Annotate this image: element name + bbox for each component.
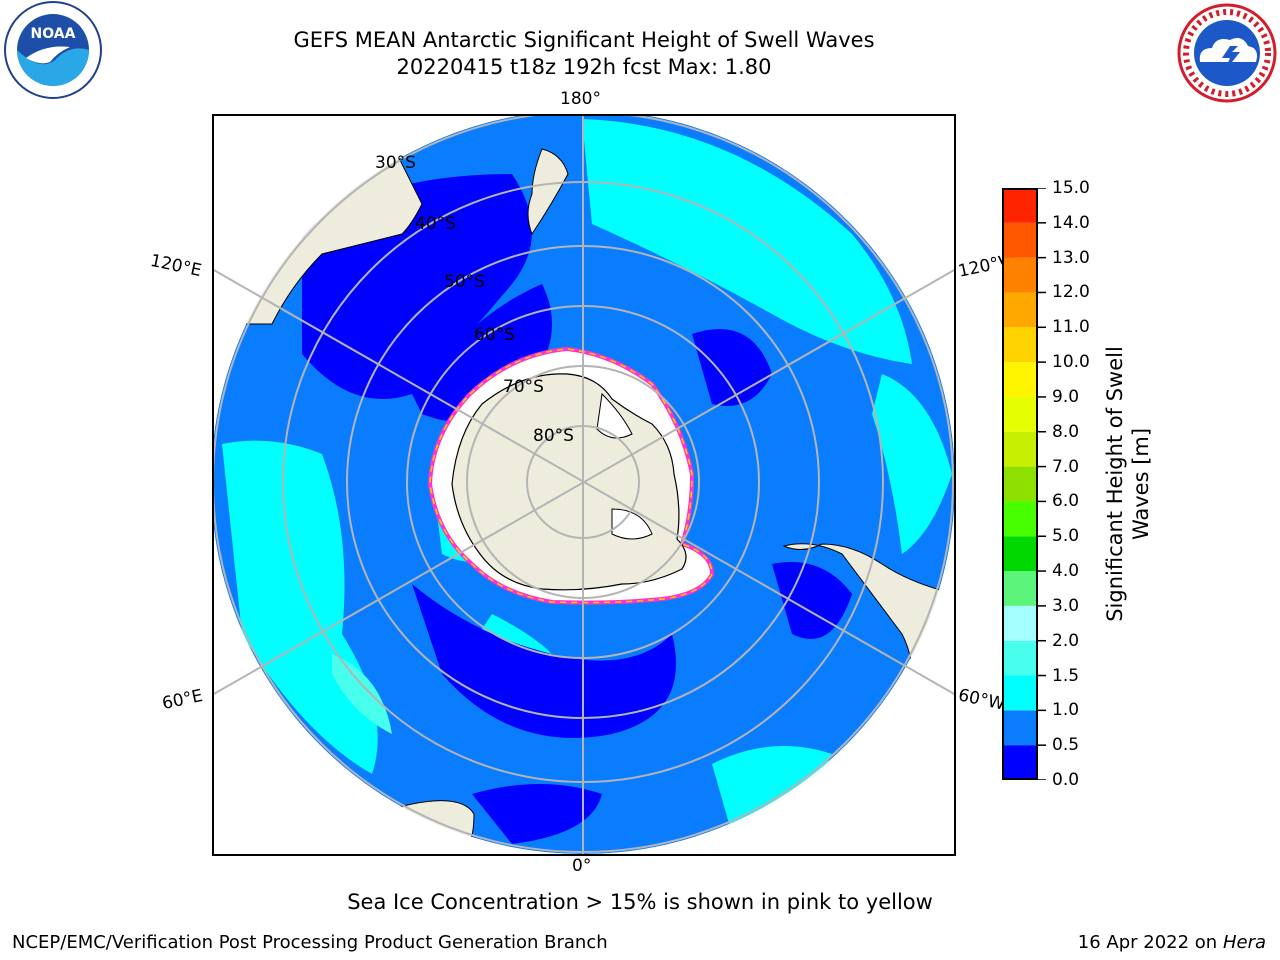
colorbar-tick-label: 2.0 [1052,630,1080,651]
colorbar-title: Significant Height of Swell Waves [m] [1103,346,1153,622]
colorbar-segment [1002,745,1038,780]
colorbar-title-line1: Significant Height of Swell [1103,346,1127,622]
national-weather-service-logo-icon [1177,3,1277,103]
lat-label-30s: 30°S [375,153,416,173]
colorbar-segment [1002,431,1038,467]
colorbar-tick-label: 0.5 [1052,735,1080,756]
lon-label-60e: 60°E [160,685,205,715]
colorbar-segment [1002,292,1038,328]
colorbar-segment [1002,222,1038,258]
colorbar-tick-label: 13.0 [1052,247,1090,268]
colorbar-segment [1002,327,1038,363]
lon-label-120e: 120°E [148,250,204,282]
lon-label-0: 0° [572,856,592,876]
colorbar-segment [1002,605,1038,641]
chart-subtitle: 20220415 t18z 192h fcst Max: 1.80 [396,55,772,79]
lat-label-80s: 80°S [533,426,574,446]
colorbar-segment [1002,536,1038,572]
colorbar-tick-label: 7.0 [1052,456,1080,477]
colorbar-tick-label: 14.0 [1052,212,1090,233]
colorbar-tick-label: 10.0 [1052,352,1090,373]
colorbar-segment [1002,501,1038,537]
sea-ice-caption: Sea Ice Concentration > 15% is shown in … [347,890,933,914]
colorbar-segment [1002,362,1038,397]
lon-label-60w: 60°W [956,685,1007,715]
colorbar-segment [1002,675,1038,711]
colorbar-segment [1002,188,1038,223]
colorbar-tick-label: 0.0 [1052,770,1080,790]
chart-title: GEFS MEAN Antarctic Significant Height o… [293,28,875,52]
colorbar-tick-label: 15.0 [1052,178,1090,198]
colorbar [1002,188,1046,780]
lat-label-60s: 60°S [474,325,515,345]
colorbar-tick-label: 6.0 [1052,491,1080,512]
colorbar-title-line2: Waves [m] [1129,428,1153,540]
run-date-text: 16 Apr 2022 on [1077,932,1223,953]
noaa-logo-text: NOAA [31,26,76,42]
colorbar-tick-label: 3.0 [1052,595,1080,616]
colorbar-tick-label: 11.0 [1052,317,1090,338]
lat-label-70s: 70°S [503,377,544,397]
colorbar-segment [1002,396,1038,432]
colorbar-segment [1002,710,1038,746]
colorbar-tick-label: 1.5 [1052,665,1080,686]
noaa-logo-icon: NOAA [4,1,102,99]
colorbar-segment [1002,257,1038,293]
colorbar-tick-label: 1.0 [1052,700,1080,721]
colorbar-tick-label: 9.0 [1052,386,1080,407]
lat-label-40s: 40°S [415,214,456,234]
colorbar-tick-label: 12.0 [1052,282,1090,303]
colorbar-tick-label: 5.0 [1052,526,1080,547]
lon-label-180: 180° [560,89,601,109]
colorbar-tick-label: 8.0 [1052,421,1080,442]
machine-name: Hera [1222,932,1266,953]
colorbar-tick-label: 4.0 [1052,561,1080,582]
polar-map: 30°S 40°S 50°S 60°S 70°S 80°S [212,114,956,856]
colorbar-segment [1002,640,1038,676]
colorbar-segment [1002,466,1038,502]
credit-line: NCEP/EMC/Verification Post Processing Pr… [12,932,608,953]
colorbar-segment [1002,571,1038,606]
run-date: 16 Apr 2022 on Hera [1078,932,1266,953]
lat-label-50s: 50°S [444,272,485,292]
colorbar-frame [1002,188,1038,780]
